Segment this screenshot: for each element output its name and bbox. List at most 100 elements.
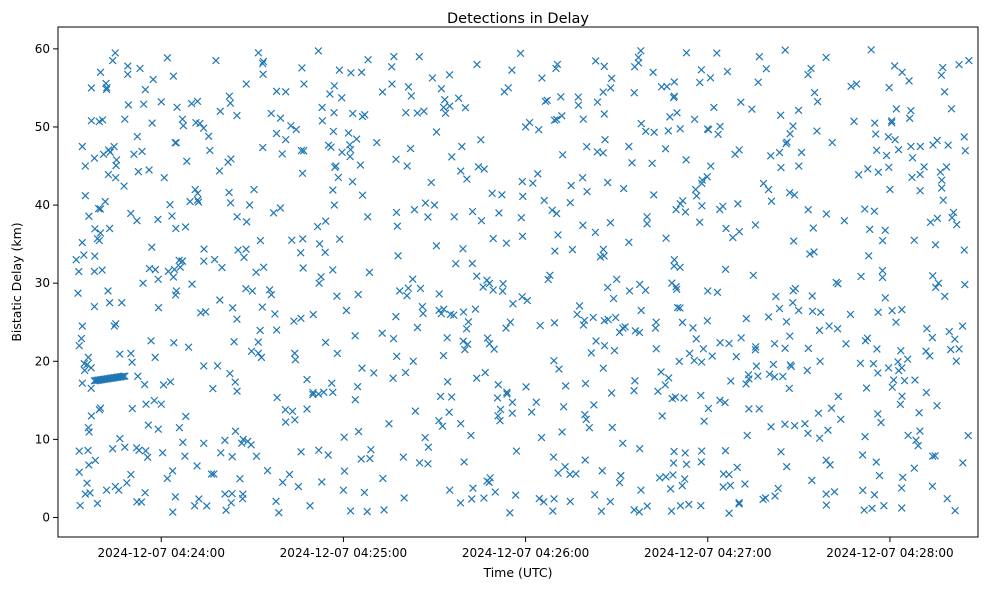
data-point-485 bbox=[471, 305, 480, 314]
data-point-305 bbox=[193, 97, 202, 106]
data-point-228 bbox=[657, 368, 665, 376]
data-point-807 bbox=[91, 225, 99, 233]
data-point-465 bbox=[607, 389, 616, 397]
data-point-538 bbox=[948, 213, 956, 222]
data-point-533 bbox=[697, 65, 706, 74]
data-point-754 bbox=[147, 336, 155, 345]
data-point-423 bbox=[351, 332, 359, 340]
data-point-964 bbox=[231, 378, 240, 386]
data-point-397 bbox=[958, 322, 967, 330]
data-point-302 bbox=[534, 125, 543, 134]
data-point-636 bbox=[201, 307, 210, 316]
data-point-250 bbox=[550, 116, 559, 124]
data-point-195 bbox=[904, 431, 912, 440]
data-point-688 bbox=[869, 359, 878, 368]
data-point-55 bbox=[175, 423, 184, 432]
data-point-655 bbox=[684, 500, 693, 509]
data-point-932 bbox=[877, 418, 885, 427]
data-point-1003 bbox=[173, 103, 181, 112]
data-point-357 bbox=[813, 127, 821, 135]
data-point-26 bbox=[102, 486, 111, 494]
data-point-543 bbox=[741, 480, 749, 488]
data-point-291 bbox=[649, 191, 658, 199]
data-point-100 bbox=[372, 138, 381, 147]
data-point-398 bbox=[469, 484, 477, 492]
data-point-886 bbox=[178, 257, 187, 265]
data-point-970 bbox=[313, 222, 322, 231]
data-point-227 bbox=[120, 372, 129, 380]
data-point-36 bbox=[120, 443, 129, 452]
data-point-295 bbox=[580, 410, 589, 419]
data-point-946 bbox=[169, 273, 178, 281]
data-point-239 bbox=[725, 339, 733, 348]
data-point-875 bbox=[556, 93, 565, 101]
data-point-721 bbox=[536, 321, 545, 330]
data-point-107 bbox=[409, 357, 418, 366]
data-point-379 bbox=[498, 190, 506, 199]
data-point-134 bbox=[555, 365, 563, 373]
data-point-344 bbox=[606, 218, 615, 227]
data-point-784 bbox=[929, 141, 937, 149]
data-point-1006 bbox=[112, 161, 120, 170]
data-point-1002 bbox=[194, 198, 203, 206]
data-point-718 bbox=[508, 398, 517, 407]
data-point-571 bbox=[937, 176, 946, 184]
data-point-1007 bbox=[870, 490, 879, 499]
data-point-777 bbox=[794, 106, 803, 115]
data-point-676 bbox=[447, 393, 456, 401]
data-point-296 bbox=[676, 304, 684, 312]
data-point-81 bbox=[281, 87, 290, 96]
data-point-927 bbox=[766, 151, 775, 160]
data-point-189 bbox=[870, 119, 879, 127]
data-point-368 bbox=[794, 306, 803, 315]
data-point-702 bbox=[171, 492, 180, 501]
data-point-53 bbox=[169, 72, 178, 81]
data-point-80 bbox=[278, 478, 287, 487]
data-point-888 bbox=[472, 374, 481, 383]
data-point-866 bbox=[416, 284, 425, 293]
data-point-816 bbox=[233, 387, 241, 396]
data-point-355 bbox=[764, 185, 773, 194]
data-point-758 bbox=[669, 471, 677, 479]
data-point-267 bbox=[664, 374, 673, 382]
data-point-331 bbox=[905, 77, 913, 85]
data-point-850 bbox=[814, 409, 823, 418]
data-point-925 bbox=[523, 296, 532, 305]
data-point-971 bbox=[550, 356, 558, 365]
data-point-363 bbox=[630, 88, 639, 97]
data-point-75 bbox=[254, 48, 263, 57]
data-point-51 bbox=[160, 173, 169, 182]
data-point-493 bbox=[234, 246, 242, 254]
data-point-904 bbox=[726, 481, 735, 490]
data-point-408 bbox=[599, 245, 608, 254]
data-point-791 bbox=[884, 133, 893, 141]
data-point-413 bbox=[826, 461, 834, 469]
data-point-918 bbox=[813, 97, 822, 106]
data-point-952 bbox=[960, 133, 969, 141]
data-point-985 bbox=[216, 448, 225, 457]
y-tick-label-3: 30 bbox=[35, 276, 50, 290]
data-point-353 bbox=[785, 384, 794, 393]
data-point-420 bbox=[265, 285, 274, 294]
data-point-85 bbox=[300, 80, 308, 88]
data-point-690 bbox=[625, 238, 633, 247]
data-point-50 bbox=[157, 400, 166, 409]
data-point-999 bbox=[742, 314, 751, 323]
data-point-76 bbox=[257, 353, 266, 362]
data-point-960 bbox=[407, 92, 416, 100]
data-point-706 bbox=[625, 287, 634, 295]
data-point-502 bbox=[326, 90, 334, 98]
data-point-635 bbox=[561, 382, 570, 390]
data-point-409 bbox=[662, 472, 670, 481]
data-point-990 bbox=[894, 366, 903, 375]
data-point-858 bbox=[238, 494, 247, 503]
data-point-269 bbox=[252, 268, 260, 277]
data-point-251 bbox=[697, 458, 706, 466]
data-point-684 bbox=[581, 379, 590, 388]
data-point-761 bbox=[680, 475, 689, 483]
data-point-47 bbox=[148, 119, 156, 127]
data-point-470 bbox=[590, 490, 599, 499]
data-point-962 bbox=[708, 352, 717, 360]
data-point-656 bbox=[601, 135, 609, 144]
data-point-521 bbox=[871, 130, 880, 138]
